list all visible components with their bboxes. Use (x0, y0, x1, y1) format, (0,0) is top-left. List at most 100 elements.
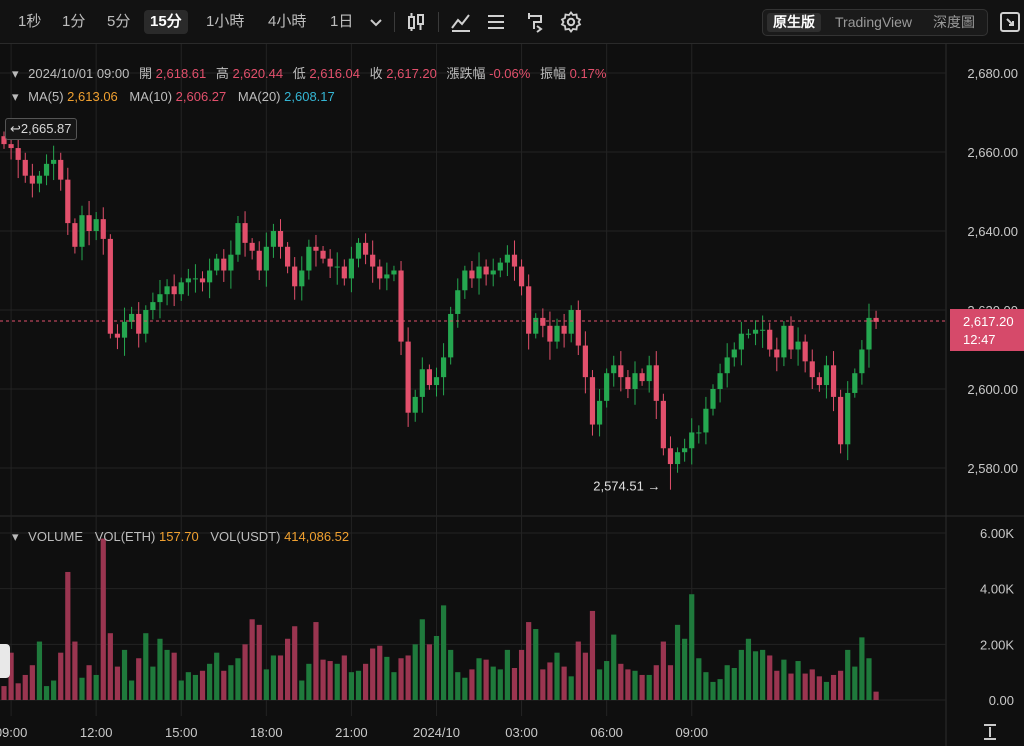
axis-reset-icon[interactable] (984, 724, 996, 740)
side-panel-handle[interactable] (0, 644, 10, 678)
volume-bar (653, 665, 659, 700)
ma5-value: 2,613.06 (67, 89, 118, 104)
view-depth[interactable]: 深度圖 (933, 14, 975, 30)
timeframe-1d[interactable]: 1日 (330, 13, 354, 30)
volume-bar (533, 629, 539, 700)
view-tradingview[interactable]: TradingView (835, 14, 913, 30)
gear-icon[interactable] (559, 10, 583, 34)
price-tick-label: 2,580.00 (967, 461, 1018, 476)
timeframe-4h[interactable]: 4小時 (268, 13, 307, 30)
chevron-down-icon[interactable] (364, 10, 388, 34)
candle-body (320, 250, 326, 259)
view-native[interactable]: 原生版 (767, 13, 821, 32)
toolbar-divider (438, 12, 439, 32)
volume-bar (731, 667, 737, 700)
candle-body (136, 313, 142, 334)
candle-body (866, 317, 872, 350)
candle-body (292, 266, 298, 287)
volume-bar (292, 626, 298, 700)
candle-body (355, 242, 362, 259)
candle-body (327, 258, 333, 267)
volume-bar (710, 681, 716, 700)
change-label: 漲跌幅 (446, 66, 486, 81)
volume-bar (185, 672, 191, 700)
candle-body (242, 223, 248, 243)
candle-body (185, 278, 191, 283)
fullscreen-icon[interactable] (998, 10, 1022, 34)
settings-list-icon[interactable] (484, 10, 508, 34)
candle-body (384, 274, 390, 279)
collapse-toggle-icon[interactable]: ▾ (12, 89, 19, 104)
timeframe-1m[interactable]: 1分 (62, 13, 86, 30)
candle-body (348, 258, 355, 279)
candle-body (93, 219, 99, 231)
candle-body (462, 270, 468, 291)
candle-body (745, 333, 752, 335)
volume-bar (526, 622, 532, 700)
candle-body (526, 286, 532, 334)
timeframe-5m[interactable]: 5分 (107, 13, 131, 30)
volume-bar (214, 652, 220, 700)
volume-bar (604, 661, 610, 700)
change-value: -0.06% (489, 66, 531, 81)
volume-bar (469, 669, 475, 700)
ma10-label: MA(10) (129, 89, 173, 104)
volume-bar (717, 679, 723, 700)
candle-body (596, 400, 603, 425)
collapse-toggle-icon[interactable]: ▾ (12, 529, 19, 544)
volume-bar (129, 680, 135, 700)
indicator-icon[interactable] (449, 10, 473, 34)
time-tick-label: 09:00 (675, 725, 708, 740)
candle-body (419, 369, 425, 397)
candle-body (285, 246, 291, 267)
volume-bar (703, 672, 709, 700)
candle-body (646, 365, 652, 382)
candle-body (483, 266, 489, 275)
volume-bar (462, 677, 468, 700)
candle-body (214, 258, 220, 271)
volume-bar (426, 644, 432, 700)
volume-bar (809, 669, 815, 700)
timeframe-1s[interactable]: 1秒 (18, 13, 42, 30)
volume-bar (192, 674, 199, 700)
candle-body (29, 175, 35, 184)
candle-body (582, 345, 588, 378)
high-value: 2,620.44 (232, 66, 284, 81)
volume-bar (575, 641, 581, 700)
candle-body (618, 365, 624, 378)
high-price-marker: ↩2,665.87 (5, 118, 77, 140)
volume-bar (178, 680, 184, 700)
volume-bar (696, 658, 702, 700)
volume-bar (320, 659, 326, 700)
drawing-icon[interactable] (524, 10, 548, 34)
candle-body (767, 329, 773, 350)
candle-body (249, 242, 255, 251)
candle-body (334, 266, 340, 268)
candle-body (270, 231, 277, 247)
toolbar: 1秒 1分 5分 15分 1小時 4小時 1日 原生版 TradingView … (0, 0, 1024, 44)
candle-type-icon[interactable] (404, 10, 428, 34)
time-tick-label: 03:00 (505, 725, 538, 740)
candle-body (674, 452, 681, 465)
volume-bar (313, 622, 319, 700)
time-tick-label: 12:00 (80, 725, 113, 740)
price-tick-label: 2,600.00 (967, 382, 1018, 397)
collapse-toggle-icon[interactable]: ▾ (12, 66, 19, 81)
candle-body (490, 270, 496, 275)
volume-bar (618, 663, 624, 700)
candle-body (221, 258, 227, 271)
volume-bar (497, 669, 503, 700)
volume-bar (674, 624, 681, 700)
view-mode-switch: 原生版 TradingView 深度圖 (762, 9, 988, 36)
low-label: 低 (292, 66, 306, 81)
candle-body (440, 357, 447, 378)
volume-bar (370, 648, 376, 700)
candle-body (143, 310, 149, 334)
candle-body (150, 302, 156, 310)
price-chart[interactable]: 2,680.002,660.002,640.002,620.002,600.00… (0, 44, 1024, 746)
candle-body (653, 365, 659, 401)
timeframe-15m[interactable]: 15分 (144, 10, 188, 34)
timeframe-1h[interactable]: 1小時 (206, 13, 245, 30)
volume-tick-label: 0.00 (989, 693, 1014, 708)
candle-body (79, 215, 85, 247)
